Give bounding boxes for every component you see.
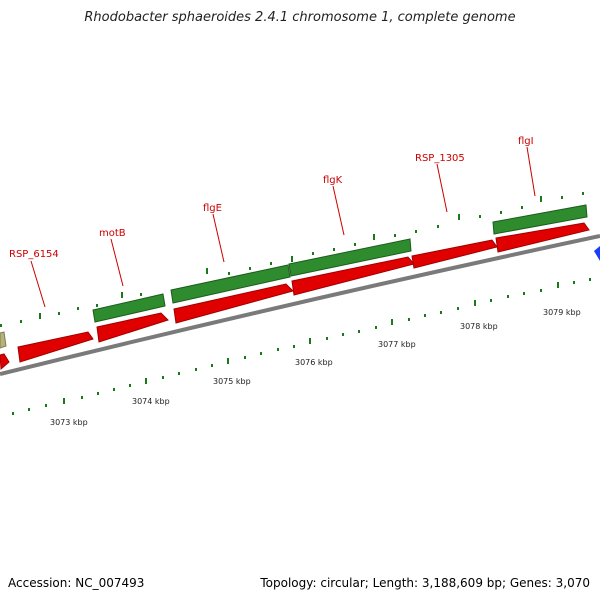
- accession-text: Accession: NC_007493: [8, 576, 145, 590]
- genome-stats-text: Topology: circular; Length: 3,188,609 bp…: [260, 576, 590, 590]
- label-leaders: [30, 146, 536, 308]
- gene-label-rsp6154: RSP_6154: [9, 249, 59, 260]
- kbp-label-3076: 3076 kbp: [295, 358, 333, 367]
- genome-backbone: [0, 234, 600, 376]
- kbp-label-3079: 3079 kbp: [543, 308, 581, 317]
- gene-label-rsp1305: RSP_1305: [415, 153, 465, 164]
- gene-reverse-6: [0, 353, 10, 371]
- gene-label-motB: motB: [99, 228, 126, 239]
- kbp-label-3073: 3073 kbp: [50, 418, 88, 427]
- reverse-genes: [0, 222, 590, 371]
- kbp-label-3075: 3075 kbp: [213, 377, 251, 386]
- gene-reverse-motB: [96, 312, 169, 343]
- gene-label-flgE: flgE: [203, 203, 222, 214]
- kbp-ruler-ticks: [12, 278, 591, 415]
- kbp-label-3074: 3074 kbp: [132, 397, 170, 406]
- gene-forward-flgE: [170, 264, 291, 304]
- kbp-label-3078: 3078 kbp: [460, 322, 498, 331]
- map-title: Rhodobacter sphaeroides 2.4.1 chromosome…: [84, 10, 516, 25]
- gene-label-flgI: flgI: [518, 136, 534, 147]
- gene-forward-flgK: [288, 238, 412, 277]
- gene-reverse-rsp1305: [411, 239, 498, 269]
- gene-reverse-rsp6154: [17, 331, 94, 363]
- gene-label-flgK: flgK: [323, 175, 343, 186]
- gene-other: [0, 331, 7, 349]
- gene-reverse-flgI: [495, 222, 590, 253]
- gene-forward-flgI: [492, 204, 588, 235]
- forward-genes: [92, 204, 588, 323]
- outer-tick-row: [0, 192, 584, 327]
- gene-forward-motB: [92, 293, 166, 323]
- blue-marker: [594, 246, 600, 261]
- kbp-label-3077: 3077 kbp: [378, 340, 416, 349]
